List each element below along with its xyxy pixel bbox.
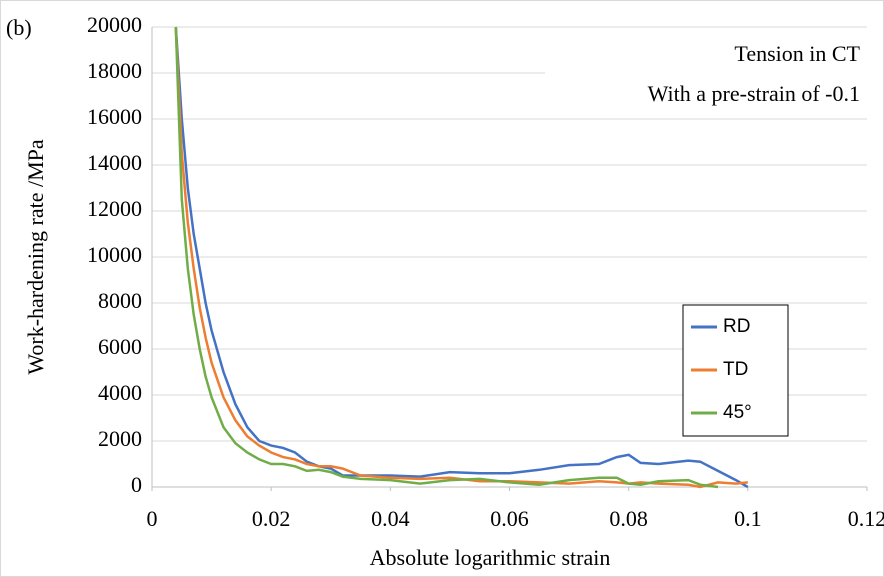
x-tick-label: 0.1: [734, 506, 762, 531]
series-line: [174, 26, 719, 489]
x-tick-label: 0.02: [252, 506, 291, 531]
legend-label: TD: [723, 359, 748, 380]
x-tick-label: 0.04: [371, 506, 410, 531]
y-axis-label: Work-hardening rate /MPa: [23, 139, 48, 375]
legend-label: 45°: [723, 402, 752, 423]
annotation: With a pre-strain of -0.1: [648, 81, 860, 106]
panel-label: (b): [6, 15, 32, 40]
y-tick-label: 6000: [98, 334, 142, 359]
y-tick-label: 14000: [87, 150, 142, 175]
y-tick-label: 4000: [98, 380, 142, 405]
x-tick-label: 0.08: [609, 506, 648, 531]
y-tick-label: 18000: [87, 58, 142, 83]
y-tick-label: 8000: [98, 288, 142, 313]
legend-label: RD: [723, 316, 750, 337]
x-tick-label: 0: [147, 506, 158, 531]
y-tick-label: 20000: [87, 12, 142, 37]
y-tick-label: 0: [131, 472, 142, 497]
y-tick-label: 12000: [87, 196, 142, 221]
x-axis-label: Absolute logarithmic strain: [370, 545, 611, 570]
x-tick-label: 0.12: [848, 506, 884, 531]
y-tick-label: 2000: [98, 426, 142, 451]
x-tick-label: 0.06: [490, 506, 529, 531]
y-tick-label: 10000: [87, 242, 142, 267]
y-tick-label: 16000: [87, 104, 142, 129]
series-line: [174, 26, 748, 489]
annotation: Tension in CT: [734, 41, 860, 66]
annotation-box: [545, 34, 867, 110]
series-line: [174, 26, 749, 489]
